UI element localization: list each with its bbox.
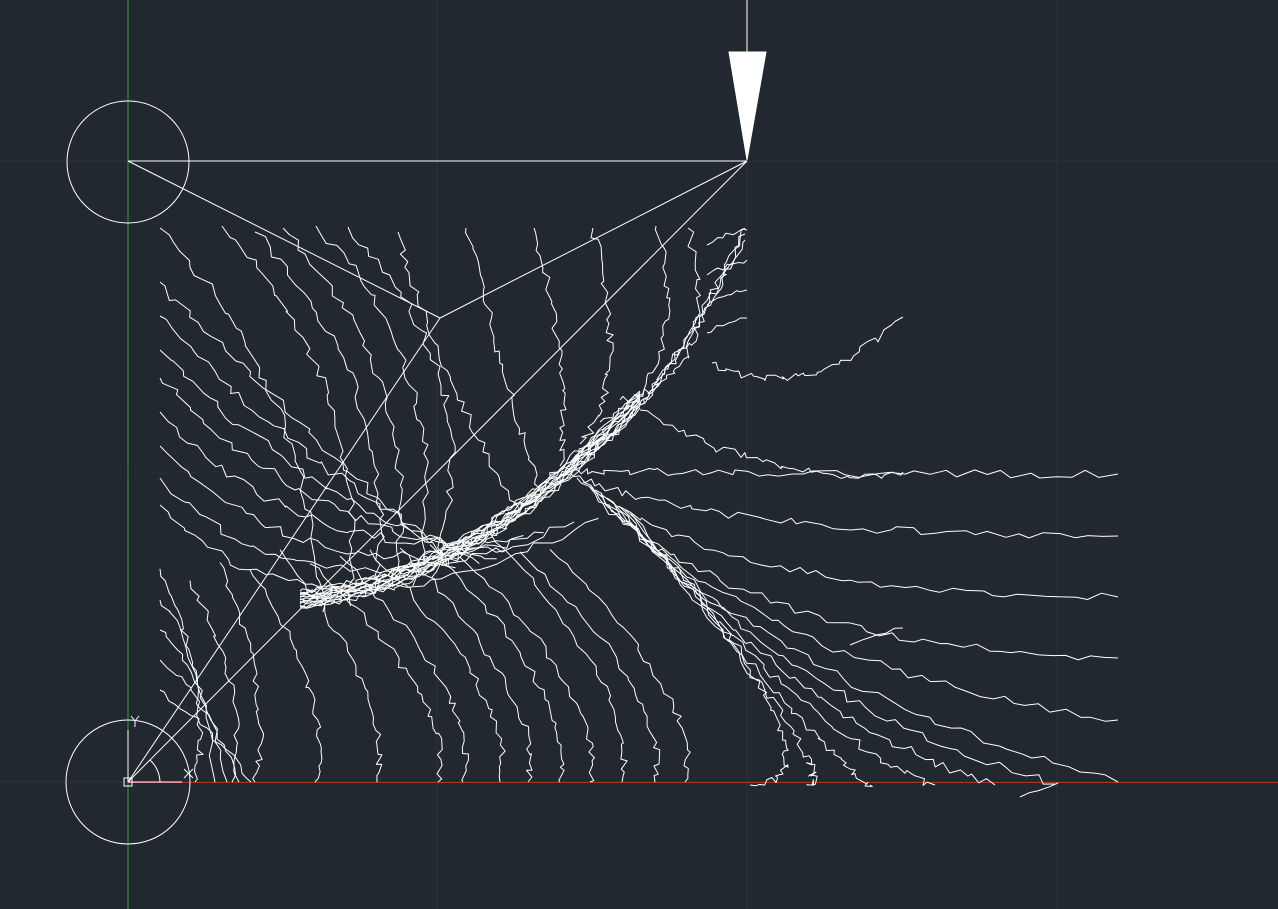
compression-strut-line [127,160,748,783]
crack-line [347,226,456,579]
strut-and-tie-geometry [65,0,767,845]
crack-line [711,316,904,382]
crack-line [397,231,521,511]
crack-line [159,377,506,553]
crack-line [600,493,1056,785]
crack-line [639,227,746,406]
crack-line [159,629,228,783]
crack-line [369,549,506,783]
crack-line [639,233,746,406]
crack-line [159,477,575,574]
crack-line [599,225,671,423]
crack-line [299,407,641,609]
crack-line [299,402,641,605]
crack-line [221,225,356,607]
crack-line [429,544,565,783]
ucs-origin-box [123,777,133,787]
crack-line [299,400,641,605]
crack-line [630,513,789,787]
crack-line [299,404,641,609]
crack-line [159,411,524,546]
circle-icon[interactable] [66,100,190,224]
crack-line [606,497,996,786]
crack-line [612,501,936,786]
secondary-strut-line [439,160,748,319]
crack-line [489,532,628,783]
crack-line [339,555,469,783]
crack-line [588,485,1119,722]
crack-line [849,627,904,646]
ucs-origin-icon [123,715,194,787]
crack-line [399,547,533,783]
crack-line [618,505,873,787]
crack-line [576,477,1119,600]
crack-line [282,227,405,588]
crack-line [619,227,701,402]
crack-line [299,406,641,609]
diagonal-strut-line [127,317,441,783]
crack-line [706,289,748,306]
crack-line [159,659,240,783]
crack-line [639,239,746,406]
crack-line [254,231,385,594]
crack-line [465,227,541,489]
crack-line [549,549,691,783]
crack-line [159,445,544,560]
crack-line [159,281,456,569]
ucs-axes [127,0,1278,909]
crack-line [159,349,497,560]
crack-line [639,409,904,479]
crack-line [315,225,429,587]
crack-line [570,473,1119,539]
crack-line [564,468,1119,479]
strut-line [127,160,441,319]
crack-pattern [159,225,1119,798]
crack-line [582,481,1119,661]
crack-line [309,563,443,783]
crack-line [159,689,252,783]
crack-line [1019,782,1059,798]
crack-line [519,551,661,783]
crack-line [279,549,383,783]
crack-line [159,315,480,564]
crack-line [219,562,264,783]
crack-line [579,227,614,445]
crack-line [159,599,216,783]
crack-line [299,399,641,601]
crack-line [706,317,747,334]
circle-icon[interactable] [65,719,191,845]
crack-line [624,509,818,786]
ucs-y-label [130,715,140,727]
crack-line [189,580,240,783]
ucs-x-label [183,768,194,779]
crack-line [706,228,748,246]
crack-line [249,569,323,783]
arrow-down-icon [728,51,767,161]
crack-line [159,227,327,613]
crack-line [459,557,595,783]
ucs-angle-arc [149,759,161,783]
crack-line [159,504,599,593]
crack-line [706,259,748,276]
crack-line [533,227,567,467]
